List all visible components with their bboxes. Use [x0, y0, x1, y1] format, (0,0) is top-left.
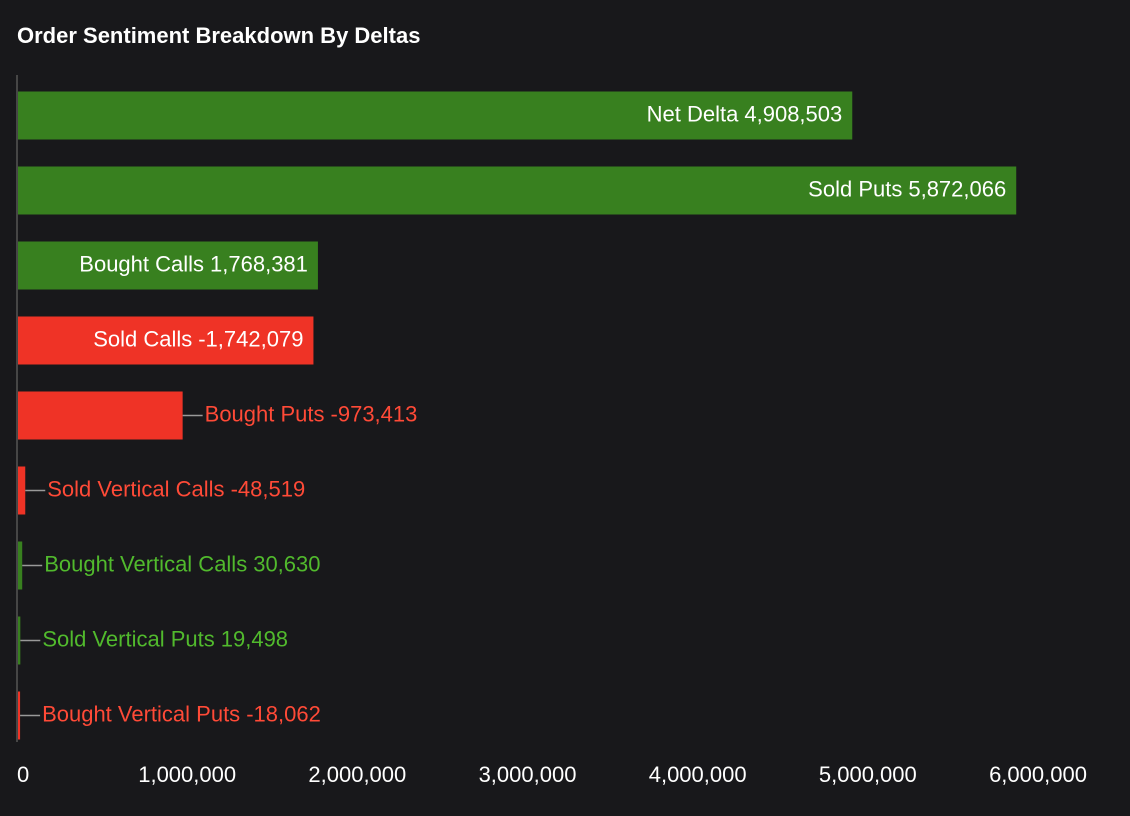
x-tick-label: 4,000,000 — [649, 762, 747, 787]
bar — [18, 391, 183, 440]
bar — [18, 541, 23, 590]
label-category: Net Delta — [647, 101, 739, 126]
bar — [18, 691, 21, 740]
label-value: 19,498 — [221, 626, 288, 651]
label-category: Sold Vertical Puts — [42, 626, 214, 651]
label-category: Bought Calls — [79, 251, 204, 276]
data-label: Bought Puts -973,413 — [205, 401, 418, 426]
x-tick-label: 0 — [17, 762, 29, 787]
data-label: Sold Calls -1,742,079 — [93, 326, 303, 351]
x-tick-label: 3,000,000 — [479, 762, 577, 787]
bar — [18, 241, 318, 290]
x-tick-label: 1,000,000 — [138, 762, 236, 787]
label-category: Bought Puts — [205, 401, 325, 426]
data-label: Sold Puts 5,872,066 — [808, 176, 1006, 201]
label-value: 5,872,066 — [908, 176, 1006, 201]
chart-title: Order Sentiment Breakdown By Deltas — [17, 23, 420, 48]
label-category: Bought Vertical Calls — [44, 551, 247, 576]
label-value: 4,908,503 — [744, 101, 842, 126]
label-category: Bought Vertical Puts — [42, 701, 240, 726]
label-value: 30,630 — [253, 551, 320, 576]
label-value: -18,062 — [246, 701, 321, 726]
x-tick-label: 5,000,000 — [819, 762, 917, 787]
bar — [18, 316, 314, 365]
label-category: Sold Calls — [93, 326, 192, 351]
data-label: Bought Vertical Calls 30,630 — [44, 551, 320, 576]
data-label: Sold Vertical Puts 19,498 — [42, 626, 288, 651]
label-value: -973,413 — [331, 401, 418, 426]
label-value: 1,768,381 — [210, 251, 308, 276]
label-category: Sold Puts — [808, 176, 902, 201]
bar — [18, 91, 853, 140]
data-label: Bought Vertical Puts -18,062 — [42, 701, 321, 726]
bar — [18, 616, 21, 665]
bar — [18, 466, 26, 515]
bar — [18, 166, 1017, 215]
data-label: Sold Vertical Calls -48,519 — [47, 476, 305, 501]
label-value: -48,519 — [231, 476, 306, 501]
x-tick-label: 2,000,000 — [308, 762, 406, 787]
data-label: Bought Calls 1,768,381 — [79, 251, 308, 276]
data-label: Net Delta 4,908,503 — [647, 101, 843, 126]
label-category: Sold Vertical Calls — [47, 476, 224, 501]
label-value: -1,742,079 — [198, 326, 303, 351]
x-tick-label: 6,000,000 — [989, 762, 1087, 787]
